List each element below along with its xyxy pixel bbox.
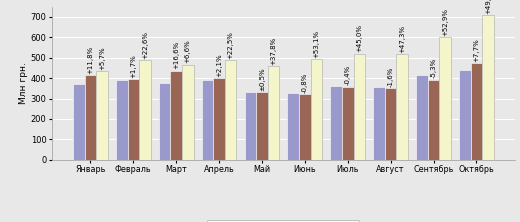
Text: +5,7%: +5,7% [99, 46, 105, 69]
Text: +47,3%: +47,3% [399, 25, 405, 53]
Bar [310, 59, 322, 160]
Legend: 2003 г., 2004 г., 2005 г.: 2003 г., 2004 г., 2005 г. [207, 220, 359, 222]
Bar [288, 93, 299, 160]
Bar [202, 80, 213, 160]
Text: ±0,5%: ±0,5% [259, 67, 265, 91]
Bar [244, 92, 256, 160]
Text: +22,6%: +22,6% [142, 31, 148, 59]
Text: +22,5%: +22,5% [228, 31, 233, 59]
Bar [171, 71, 182, 160]
Text: +49,7%: +49,7% [485, 0, 491, 14]
Bar [428, 79, 439, 160]
Bar [373, 87, 385, 160]
Bar [482, 15, 494, 160]
Bar [330, 86, 342, 160]
Text: -0,4%: -0,4% [345, 65, 350, 85]
Text: +2,1%: +2,1% [216, 53, 222, 77]
Bar [127, 79, 139, 160]
Text: -1,6%: -1,6% [387, 67, 394, 87]
Bar [159, 83, 171, 160]
Bar [116, 80, 127, 160]
Bar [342, 87, 354, 160]
Bar [213, 78, 225, 160]
Bar [299, 94, 310, 160]
Bar [182, 65, 193, 160]
Bar [354, 54, 365, 160]
Bar [256, 92, 268, 160]
Text: +11,8%: +11,8% [87, 46, 94, 74]
Bar [396, 54, 408, 160]
Text: +53,1%: +53,1% [314, 30, 319, 58]
Text: +45,0%: +45,0% [356, 24, 362, 52]
Bar [85, 75, 96, 160]
Y-axis label: Млн грн.: Млн грн. [19, 62, 28, 104]
Text: +16,6%: +16,6% [173, 41, 179, 69]
Bar [471, 63, 482, 160]
Bar [96, 71, 108, 160]
Bar [439, 37, 451, 160]
Text: -0,8%: -0,8% [302, 72, 308, 93]
Bar [416, 75, 428, 160]
Text: +1,7%: +1,7% [131, 54, 136, 77]
Bar [268, 66, 279, 160]
Bar [459, 70, 471, 160]
Text: +52,9%: +52,9% [442, 8, 448, 36]
Bar [73, 84, 85, 160]
Text: +7,7%: +7,7% [473, 38, 479, 62]
Text: +37,8%: +37,8% [270, 37, 277, 65]
Bar [139, 60, 151, 160]
Bar [225, 60, 237, 160]
Bar [385, 88, 396, 160]
Text: +6,6%: +6,6% [185, 40, 191, 63]
Text: -5,3%: -5,3% [431, 58, 436, 78]
